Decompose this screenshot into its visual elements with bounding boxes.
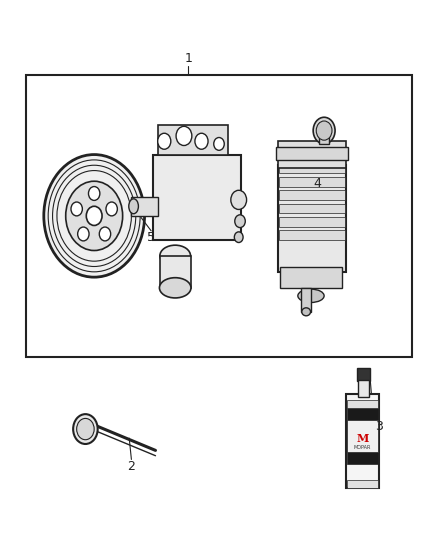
Text: 5: 5 <box>147 231 155 244</box>
Ellipse shape <box>160 245 191 266</box>
Circle shape <box>158 133 171 149</box>
Text: MOPAR: MOPAR <box>353 445 371 450</box>
Text: 2: 2 <box>127 460 135 473</box>
Circle shape <box>313 117 335 144</box>
Circle shape <box>44 155 145 277</box>
Bar <box>346 394 379 488</box>
Bar <box>279 217 345 227</box>
Circle shape <box>106 202 117 216</box>
Circle shape <box>86 206 102 225</box>
Bar <box>276 147 348 160</box>
Circle shape <box>234 232 243 243</box>
Circle shape <box>316 121 332 140</box>
Bar <box>278 141 346 168</box>
Bar <box>347 408 378 464</box>
Text: M: M <box>356 433 368 443</box>
Circle shape <box>214 138 224 150</box>
Circle shape <box>73 414 98 444</box>
Bar <box>160 256 191 288</box>
Ellipse shape <box>302 308 311 316</box>
Bar <box>278 165 346 272</box>
Circle shape <box>99 227 111 241</box>
Bar <box>347 400 378 408</box>
Bar <box>279 204 345 213</box>
Bar <box>357 368 370 381</box>
Ellipse shape <box>129 199 138 214</box>
Circle shape <box>88 187 100 200</box>
Bar <box>347 420 378 452</box>
Bar <box>279 190 345 200</box>
Circle shape <box>231 190 247 209</box>
Bar <box>158 125 228 155</box>
Ellipse shape <box>159 278 191 298</box>
Circle shape <box>78 227 89 241</box>
Bar <box>153 155 241 240</box>
Text: 1: 1 <box>184 52 192 65</box>
Bar <box>131 197 158 216</box>
Bar <box>347 480 378 488</box>
Circle shape <box>66 181 123 251</box>
Bar <box>26 75 412 357</box>
Bar <box>279 164 345 173</box>
Bar <box>301 288 311 312</box>
Text: 3: 3 <box>375 420 383 433</box>
Bar <box>279 177 345 187</box>
Circle shape <box>176 126 192 146</box>
Bar <box>280 266 342 288</box>
Circle shape <box>235 215 245 228</box>
Ellipse shape <box>298 289 324 303</box>
Bar <box>358 380 369 397</box>
Bar <box>279 230 345 240</box>
Text: 4: 4 <box>314 177 321 190</box>
Circle shape <box>77 418 94 440</box>
Bar <box>319 131 329 144</box>
Circle shape <box>71 202 82 216</box>
Circle shape <box>195 133 208 149</box>
